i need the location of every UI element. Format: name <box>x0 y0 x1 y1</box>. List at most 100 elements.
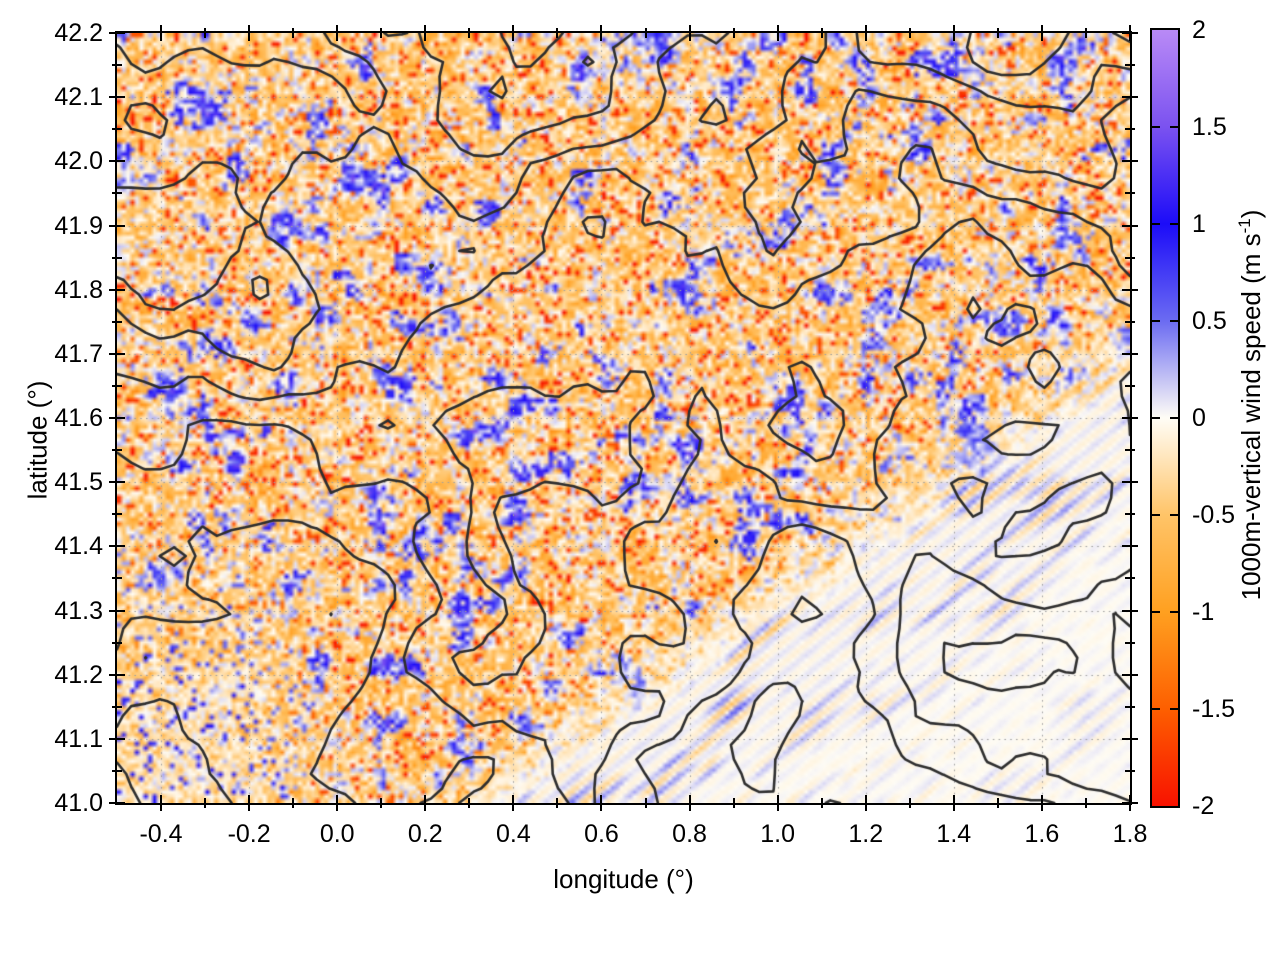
x-tick-mark <box>776 795 779 811</box>
y-tick-label: 42.0 <box>54 147 103 176</box>
y-tick-label: 41.9 <box>54 211 103 240</box>
x-tick-label: 0.8 <box>672 820 707 848</box>
colorbar-tick-mark <box>1152 320 1160 322</box>
x-tick-mark <box>336 795 339 811</box>
x-tick-label: -0.4 <box>139 820 183 848</box>
x-tick-label: 0.6 <box>584 820 619 848</box>
y-minor-tick-mark <box>112 64 122 67</box>
y-tick-mark <box>109 737 125 740</box>
colorbar-title: 1000m-vertical wind speed (m s-1) <box>1235 210 1267 601</box>
x-minor-tick-mark-top <box>468 28 471 38</box>
y-tick-mark-right <box>1122 802 1138 804</box>
x-minor-tick-mark <box>556 798 559 808</box>
x-tick-label: 0.0 <box>319 820 355 848</box>
x-tick-label: 0.2 <box>407 820 443 848</box>
x-minor-tick-mark <box>996 798 999 808</box>
colorbar-tick-label: 1 <box>1192 210 1206 238</box>
y-tick-label: 41.8 <box>54 275 103 304</box>
x-minor-tick-mark-top <box>644 28 647 38</box>
x-minor-tick-mark-top <box>292 28 295 38</box>
x-minor-tick-mark-top <box>204 28 207 38</box>
x-tick-mark-top <box>160 25 163 41</box>
plot-area <box>115 31 1132 805</box>
y-tick-mark-right <box>1122 288 1138 291</box>
colorbar-tick-mark <box>1152 514 1160 516</box>
y-tick-mark-right <box>1122 609 1138 612</box>
x-axis-title: longitude (°) <box>553 864 694 894</box>
y-minor-tick-mark <box>112 192 122 195</box>
y-minor-tick-mark-right <box>1125 577 1135 580</box>
x-tick-mark <box>160 795 163 811</box>
x-tick-mark-top <box>336 25 339 41</box>
x-tick-mark-top <box>512 25 515 41</box>
y-tick-mark <box>109 352 125 355</box>
colorbar-tick-label: 0 <box>1192 404 1206 432</box>
y-minor-tick-mark-right <box>1125 641 1135 644</box>
colorbar-title-superscript: -1 <box>1235 218 1255 234</box>
x-tick-mark-top <box>688 25 691 41</box>
y-minor-tick-mark-right <box>1125 769 1135 772</box>
x-tick-mark-top <box>864 25 867 41</box>
colorbar-title-close: ) <box>1235 209 1266 219</box>
colorbar-title-text: 1000m-vertical wind speed (m s <box>1235 233 1266 601</box>
y-tick-mark-right <box>1122 96 1138 99</box>
colorbar-tick-label: 0.5 <box>1192 307 1227 335</box>
colorbar-tick-mark <box>1170 708 1178 710</box>
y-tick-mark <box>109 802 125 804</box>
y-tick-mark-right <box>1122 32 1138 34</box>
colorbar-tick-mark <box>1170 611 1178 613</box>
x-tick-mark <box>864 795 867 811</box>
colorbar-tick-mark <box>1152 611 1160 613</box>
colorbar-tick-mark <box>1152 126 1160 128</box>
x-minor-tick-mark <box>732 798 735 808</box>
x-tick-label: 1.4 <box>936 820 972 848</box>
y-tick-label: 42.1 <box>54 83 103 112</box>
x-minor-tick-mark-top <box>908 28 911 38</box>
y-tick-label: 41.5 <box>54 468 103 497</box>
y-minor-tick-mark <box>112 256 122 259</box>
y-minor-tick-mark <box>112 705 122 708</box>
y-minor-tick-mark <box>112 128 122 131</box>
y-tick-label: 41.1 <box>54 724 103 753</box>
colorbar-tick-mark <box>1152 417 1160 419</box>
y-tick-label: 41.7 <box>54 339 103 368</box>
x-tick-mark <box>248 795 251 811</box>
x-tick-mark <box>688 795 691 811</box>
y-minor-tick-mark-right <box>1125 513 1135 516</box>
x-tick-mark-top <box>248 25 251 41</box>
x-tick-mark <box>424 795 427 811</box>
y-tick-label: 41.6 <box>54 404 103 432</box>
y-tick-mark <box>109 481 125 484</box>
y-minor-tick-mark-right <box>1125 64 1135 67</box>
y-tick-mark-right <box>1122 673 1138 676</box>
y-tick-mark <box>109 96 125 99</box>
colorbar-tick-label: -1.5 <box>1192 695 1236 723</box>
x-minor-tick-mark <box>468 798 471 808</box>
x-minor-tick-mark <box>204 798 207 808</box>
y-minor-tick-mark <box>112 577 122 580</box>
x-tick-label: -0.2 <box>227 820 271 848</box>
x-tick-mark <box>952 795 955 811</box>
y-tick-mark-right <box>1122 417 1138 419</box>
y-tick-mark-right <box>1122 545 1138 548</box>
colorbar-tick-mark <box>1170 223 1178 225</box>
heatmap-canvas <box>117 33 1130 803</box>
colorbar-tick-label: 2 <box>1192 16 1206 44</box>
y-tick-mark-right <box>1122 224 1138 227</box>
y-tick-mark <box>109 32 125 34</box>
y-tick-label: 41.0 <box>54 789 103 817</box>
y-minor-tick-mark-right <box>1125 192 1135 195</box>
colorbar-tick-label: -1 <box>1192 598 1215 626</box>
y-minor-tick-mark <box>112 384 122 387</box>
x-minor-tick-mark <box>644 798 647 808</box>
y-tick-mark <box>109 609 125 612</box>
x-minor-tick-mark-top <box>380 28 383 38</box>
y-tick-mark <box>109 417 125 419</box>
x-tick-label: 1.6 <box>1024 820 1060 848</box>
y-minor-tick-mark <box>112 320 122 323</box>
y-minor-tick-mark-right <box>1125 128 1135 131</box>
x-tick-mark-top <box>600 25 603 41</box>
x-tick-mark <box>600 795 603 811</box>
y-tick-label: 41.4 <box>54 532 103 561</box>
